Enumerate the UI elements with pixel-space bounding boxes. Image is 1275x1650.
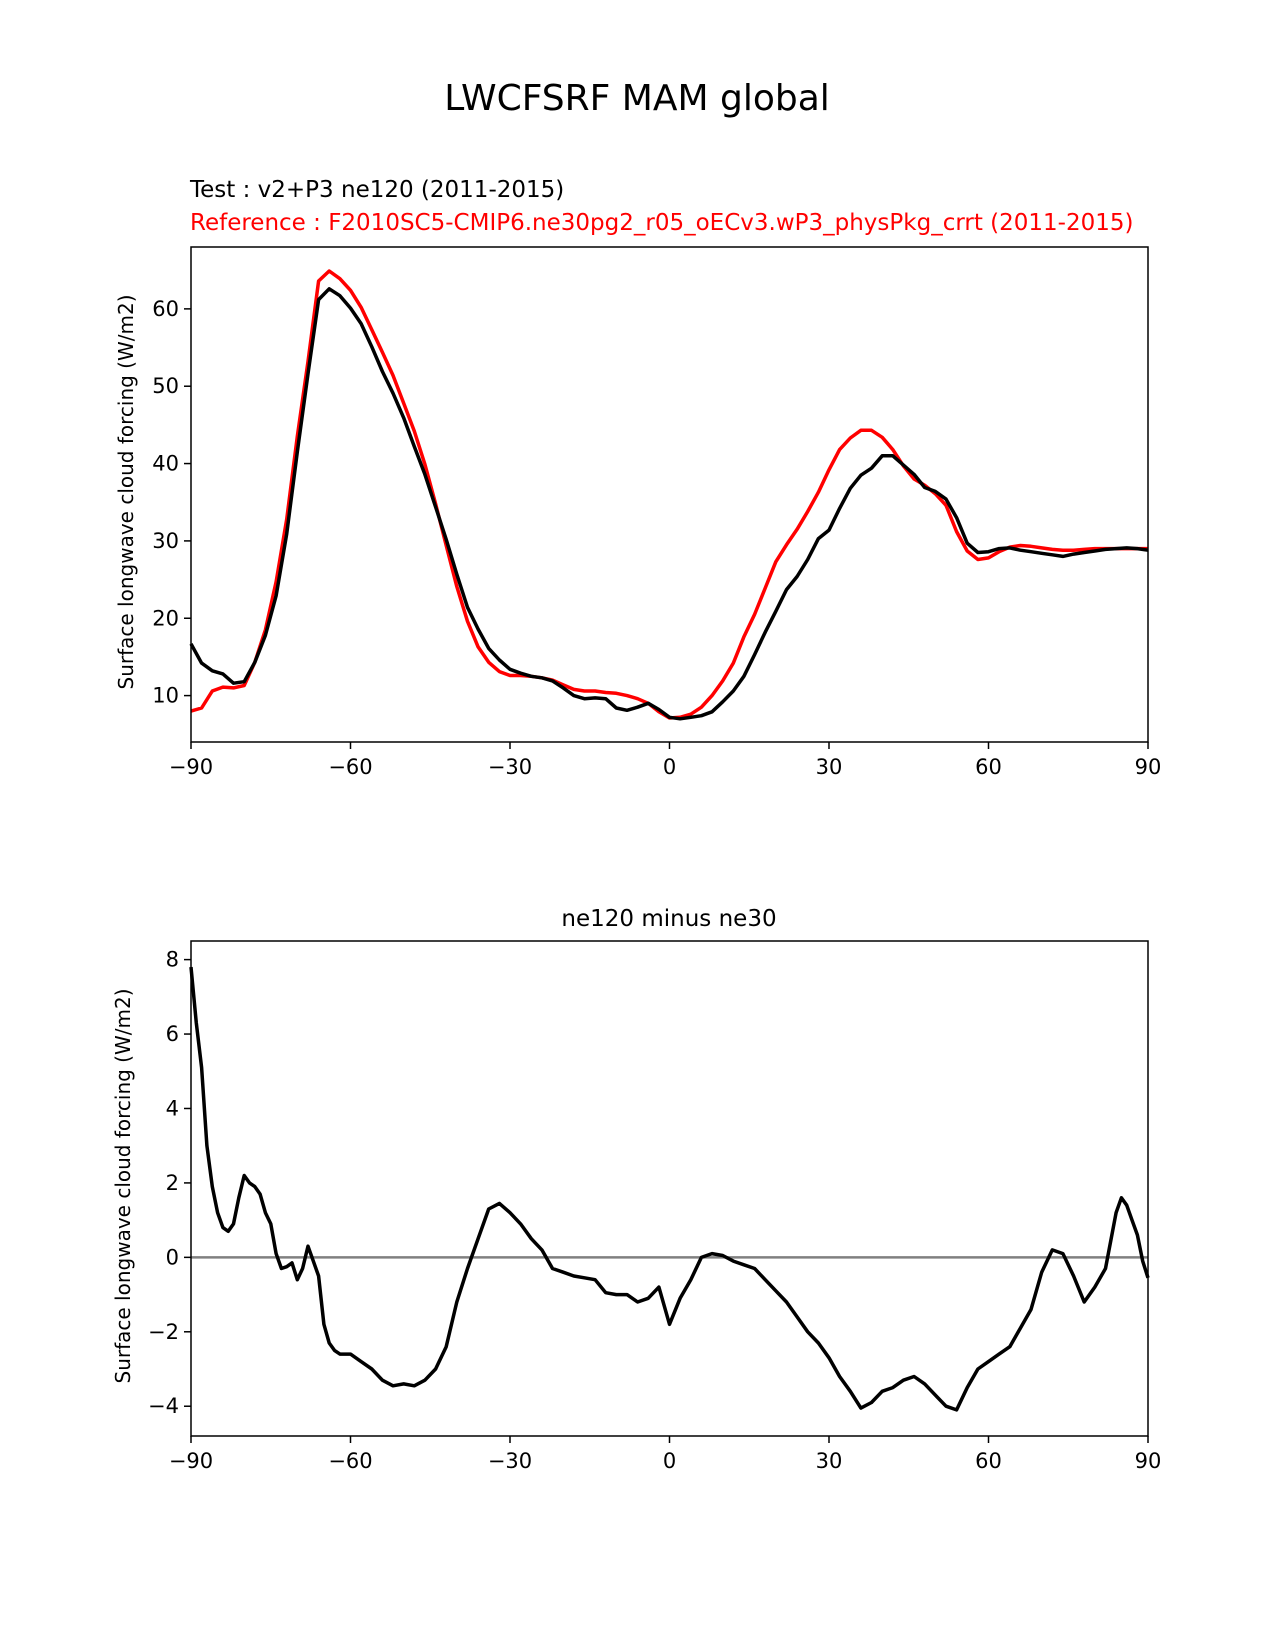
top-series-reference (190, 269, 1148, 720)
bottom-xtick-label: −90 (169, 1449, 213, 1473)
top-xtick-label: 90 (1135, 755, 1162, 779)
bottom-xtick-label: 0 (663, 1449, 676, 1473)
bottom-ticks: −90 −60 −30 0 30 60 90 −4 −2 0 2 4 6 8 (148, 948, 1161, 1473)
bottom-xtick-label: 30 (816, 1449, 843, 1473)
top-ytick-label: 40 (152, 452, 179, 476)
chart-top: Surface longwave cloud forcing (W/m2) −9… (114, 246, 1161, 779)
bottom-xtick-label: −60 (328, 1449, 372, 1473)
bottom-series (189, 966, 1150, 1412)
top-xtick-label: −60 (328, 755, 372, 779)
top-series (189, 269, 1149, 721)
top-axes-frame (190, 246, 1149, 743)
bottom-ytick-label: 8 (166, 948, 179, 972)
bottom-ytick-label: −4 (148, 1394, 179, 1418)
bottom-axes-frame (190, 940, 1149, 1437)
suptitle: LWCFSRF MAM global (444, 78, 830, 119)
top-xtick-label: 60 (975, 755, 1002, 779)
bottom-title: ne120 minus ne30 (561, 906, 776, 932)
bottom-series-ne120-minus-ne30 (189, 966, 1150, 1412)
bottom-xtick-label: 60 (975, 1449, 1002, 1473)
bottom-ytick-label: 0 (166, 1245, 179, 1269)
top-ytick-label: 20 (152, 606, 179, 630)
top-xtick-label: 30 (816, 755, 843, 779)
bottom-xtick-label: 90 (1135, 1449, 1162, 1473)
top-ytick-label: 50 (152, 374, 179, 398)
top-xtick-label: −90 (169, 755, 213, 779)
top-ylabel: Surface longwave cloud forcing (W/m2) (114, 294, 138, 689)
top-ytick-label: 10 (152, 684, 179, 708)
top-xtick-label: 0 (663, 755, 676, 779)
bottom-ytick-label: 6 (166, 1022, 179, 1046)
bottom-ytick-label: −2 (148, 1320, 179, 1344)
top-series-test (189, 287, 1149, 721)
top-ticks: −90 −60 −30 0 30 60 90 10 20 30 40 50 60 (152, 297, 1161, 779)
chart-bottom: ne120 minus ne30 Surface longwave cloud … (111, 906, 1161, 1473)
top-ytick-label: 30 (152, 529, 179, 553)
bottom-ylabel: Surface longwave cloud forcing (W/m2) (111, 988, 135, 1383)
reference-label: Reference : F2010SC5-CMIP6.ne30pg2_r05_o… (190, 210, 1133, 236)
bottom-xtick-label: −30 (488, 1449, 532, 1473)
bottom-ytick-label: 2 (166, 1171, 179, 1195)
top-ytick-label: 60 (152, 297, 179, 321)
bottom-ytick-label: 4 (166, 1096, 179, 1120)
test-label: Test : v2+P3 ne120 (2011-2015) (189, 177, 564, 203)
top-xtick-label: −30 (488, 755, 532, 779)
